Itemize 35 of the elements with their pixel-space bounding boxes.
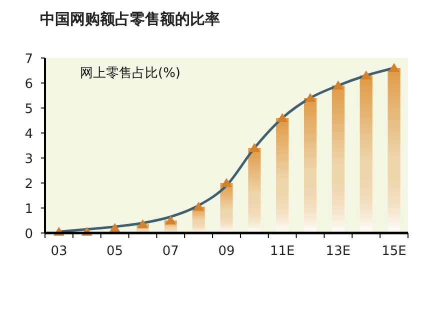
chart-title: 中国网购额占零售额的比率 <box>40 10 220 28</box>
bar <box>332 86 344 233</box>
point <box>388 63 400 72</box>
x-tick-label: 11E <box>270 244 295 259</box>
bar <box>388 68 400 233</box>
annotation: 网上零售占比(%) <box>80 66 180 81</box>
y-tick-label: 4 <box>24 127 33 142</box>
x-tick-label: 03 <box>50 244 68 259</box>
y-tick-label: 1 <box>24 202 33 217</box>
point <box>332 80 344 90</box>
x-tick-label: 05 <box>106 244 124 259</box>
bar <box>220 183 233 233</box>
point <box>193 202 204 211</box>
point <box>137 219 148 228</box>
bar <box>248 148 261 233</box>
point <box>109 223 120 232</box>
x-tick-label: 07 <box>162 244 179 259</box>
point <box>276 113 288 122</box>
point <box>248 143 260 152</box>
x-tick-label: 09 <box>218 244 235 259</box>
bar <box>276 118 289 233</box>
point <box>221 178 232 187</box>
bar <box>304 98 317 233</box>
y-tick-label: 3 <box>24 152 33 167</box>
point <box>165 216 176 224</box>
y-tick-label: 5 <box>24 102 33 117</box>
bar <box>360 76 372 233</box>
point <box>304 93 316 102</box>
x-tick-label: 15E <box>382 244 406 259</box>
y-tick-label: 2 <box>24 177 33 192</box>
y-tick-label: 0 <box>24 227 33 242</box>
y-tick-label: 6 <box>24 77 33 92</box>
point <box>360 70 372 80</box>
x-tick-label: 13E <box>326 244 351 259</box>
y-tick-label: 7 <box>24 52 33 67</box>
